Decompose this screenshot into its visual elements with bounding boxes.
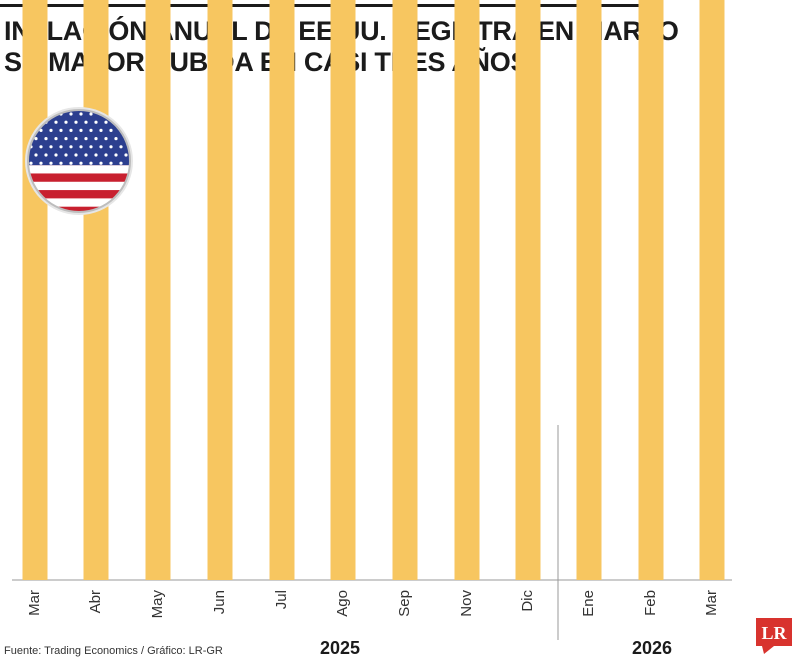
x-tick-label: Mar [26,590,43,616]
x-tick-label: May [149,590,166,619]
source-note: Fuente: Trading Economics / Gráfico: LR-… [4,645,223,657]
bar [392,0,418,580]
x-tick-label: Jul [273,590,290,609]
bar [145,0,171,580]
bar [699,0,725,580]
x-tick-label: Ago [334,590,351,617]
bars [22,0,725,580]
bar [515,0,541,580]
us-flag-icon [25,107,133,215]
x-tick-label: Nov [458,590,475,617]
x-tick-label: Sep [396,590,413,617]
x-tick-label: Dic [519,590,536,612]
bar [83,0,109,580]
bar [576,0,602,580]
lr-logo-text: LR [761,623,787,643]
bar [207,0,233,580]
year-groups: 2025 2026 [320,638,672,658]
x-tick-label: Feb [642,590,659,616]
x-tick-label: Ene [580,590,597,617]
gridlines [12,425,732,640]
x-tick-label: Jun [211,590,228,614]
year-label: 2025 [320,638,360,658]
x-tick-label: Abr [87,590,104,613]
x-tick-label: Mar [703,590,720,616]
bar [269,0,295,580]
year-label: 2026 [632,638,672,658]
top-rule [0,4,640,7]
bar [22,0,48,580]
bar [330,0,356,580]
bar [638,0,664,580]
x-axis-ticks: Mar Abr May Jun Jul Ago Sep Nov Dic Ene Feb Mar [26,590,720,619]
lr-logo: LR [756,618,792,654]
bar [454,0,480,580]
